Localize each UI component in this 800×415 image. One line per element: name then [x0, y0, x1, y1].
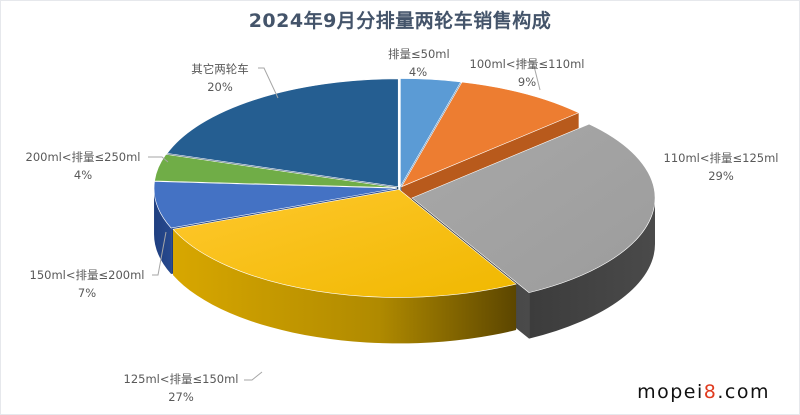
leader-line-100-110 [520, 61, 541, 91]
pie-slice [400, 78, 462, 188]
watermark-prefix: mopei [637, 381, 704, 403]
label-name: 200ml<排量≤250ml [25, 150, 141, 164]
chart-title: 2024年9月分排量两轮车销售构成 [248, 10, 552, 32]
pie-slice [400, 81, 580, 188]
label-name: 100ml<排量≤110ml [469, 57, 585, 71]
data-label-le50: 排量≤50ml 4% [388, 45, 450, 81]
slice-side-wall [173, 229, 517, 344]
leader-line-other [258, 67, 279, 99]
slice-side-wall [154, 188, 172, 274]
watermark-accent: 8 [703, 381, 718, 403]
label-pct: 4% [408, 65, 428, 79]
pie-slice [172, 189, 517, 298]
slice-side-wall [529, 198, 655, 339]
data-label-100-110: 100ml<排量≤110ml 9% [462, 55, 592, 91]
label-pct: 27% [168, 390, 194, 404]
data-label-other: 其它两轮车 20% [170, 60, 270, 96]
label-pct: 7% [77, 286, 97, 300]
label-name: 150ml<排量≤200ml [29, 268, 145, 282]
leader-lines [148, 61, 541, 381]
pie-slice [154, 154, 398, 189]
leader-line-200-250 [148, 156, 169, 163]
label-pct: 4% [73, 168, 93, 182]
label-pct: 29% [708, 169, 734, 183]
pie-slice [166, 78, 399, 188]
watermark-suffix: .com [717, 381, 770, 403]
data-label-150-200: 150ml<排量≤200ml 7% [22, 266, 152, 302]
label-pct: 9% [517, 75, 537, 89]
data-label-125-150: 125ml<排量≤150ml 27% [116, 370, 246, 406]
data-label-200-250: 200ml<排量≤250ml 4% [18, 148, 148, 184]
label-name: 110ml<排量≤125ml [663, 151, 779, 165]
label-name: 125ml<排量≤150ml [123, 372, 239, 386]
pie-slice [153, 181, 398, 229]
label-name: 排量≤50ml [388, 47, 450, 61]
pie-slice [411, 123, 656, 293]
leader-line-125-150 [244, 371, 263, 381]
leader-line-150-200 [152, 231, 167, 276]
data-label-110-125: 110ml<排量≤125ml 29% [656, 149, 786, 185]
label-pct: 20% [207, 80, 233, 94]
watermark: mopei8.com [637, 381, 770, 403]
label-name: 其它两轮车 [191, 62, 249, 76]
